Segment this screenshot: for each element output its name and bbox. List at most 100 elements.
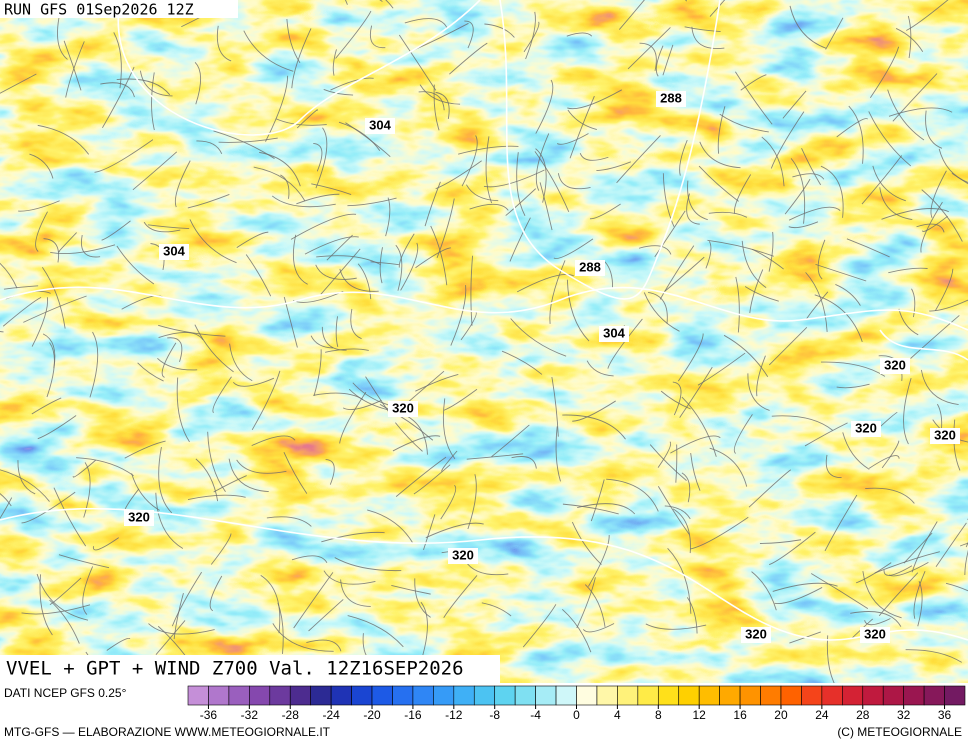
- streamline: [579, 153, 609, 161]
- streamline: [510, 318, 567, 357]
- contour-label-box: [851, 421, 881, 437]
- colorbar-tick-label: 32: [897, 708, 911, 722]
- streamline: [167, 337, 183, 363]
- contour-label-box: [159, 244, 189, 260]
- streamline: [335, 316, 339, 347]
- streamline: [216, 25, 232, 62]
- streamline: [759, 539, 802, 544]
- streamline: [892, 73, 938, 122]
- streamline: [50, 244, 116, 254]
- streamline: [752, 248, 784, 270]
- streamline: [58, 554, 110, 569]
- colorbar-swatch: [187, 685, 209, 706]
- streamline: [481, 602, 512, 617]
- streamline: [420, 601, 428, 663]
- colorbar-tick-label: 0: [573, 708, 580, 722]
- streamline: [842, 432, 870, 470]
- streamline: [824, 494, 858, 552]
- streamline: [607, 318, 643, 369]
- streamline: [879, 187, 913, 220]
- streamline: [379, 247, 383, 284]
- streamline: [17, 460, 36, 495]
- streamline: [505, 188, 537, 216]
- streamline: [930, 170, 947, 218]
- streamline: [911, 521, 938, 573]
- streamline: [176, 377, 190, 443]
- streamline: [699, 141, 741, 169]
- streamline: [770, 111, 805, 169]
- streamline: [93, 537, 119, 551]
- streamline: [525, 11, 536, 60]
- streamline: [291, 28, 312, 89]
- colorbar-swatch: [473, 685, 496, 706]
- streamline: [272, 623, 334, 652]
- credit-right: (C) METEOGIORNALE: [837, 725, 962, 739]
- colorbar-swatch: [760, 685, 782, 706]
- streamline: [771, 415, 833, 431]
- streamline: [571, 521, 602, 565]
- contour-label: 320: [745, 626, 767, 641]
- streamline: [323, 570, 376, 585]
- streamline: [367, 509, 413, 543]
- colorbar-swatch: [351, 685, 373, 706]
- run-label-box: [0, 0, 238, 18]
- streamline: [385, 0, 394, 9]
- streamline: [788, 221, 819, 229]
- streamline: [679, 366, 713, 418]
- colorbar-swatch: [780, 685, 802, 706]
- streamline: [414, 578, 431, 618]
- streamline: [643, 292, 680, 332]
- streamline: [338, 121, 381, 151]
- streamline: [679, 139, 688, 176]
- streamline: [920, 201, 943, 253]
- streamline: [740, 74, 767, 91]
- streamline: [266, 516, 312, 527]
- colorbar-swatch: [923, 685, 945, 706]
- streamline: [347, 197, 397, 207]
- streamline: [89, 331, 99, 398]
- streamline: [469, 203, 509, 211]
- streamline: [398, 34, 437, 91]
- contour-label-box: [741, 627, 771, 643]
- contour-label-box: [124, 510, 154, 526]
- colorbar-swatch: [678, 685, 700, 706]
- colorbar: -36 -32 -28 -24 -20 -16 -12 -8 -4 0 4 8 12 16 20 24 28 32…: [187, 685, 966, 722]
- streamline: [657, 485, 690, 535]
- streamline: [888, 107, 953, 117]
- credit-left: MTG-GFS — ELABORAZIONE WWW.METEOGIORNALE…: [4, 725, 331, 739]
- streamline: [707, 239, 774, 257]
- streamline: [391, 584, 431, 595]
- streamline: [430, 225, 448, 286]
- streamline: [648, 291, 668, 324]
- streamline: [534, 151, 570, 212]
- streamline: [158, 324, 226, 337]
- streamline: [690, 516, 749, 550]
- contour-label-box: [388, 401, 418, 417]
- streamline: [49, 599, 80, 644]
- streamline: [330, 77, 374, 91]
- streamline: [825, 17, 844, 50]
- streamline: [218, 137, 278, 143]
- contour-label: 320: [392, 400, 414, 415]
- streamline: [509, 217, 531, 262]
- streamline: [964, 549, 968, 576]
- colorbar-swatch: [698, 685, 720, 706]
- streamline: [339, 268, 379, 292]
- streamline: [53, 487, 87, 547]
- colorbar-swatch: [412, 685, 434, 706]
- streamline: [788, 206, 841, 221]
- streamline: [207, 431, 226, 493]
- streamline: [566, 32, 593, 37]
- streamline: [293, 572, 334, 629]
- streamline: [649, 444, 687, 481]
- streamline: [664, 505, 691, 520]
- streamline: [49, 577, 82, 606]
- streamline: [296, 109, 318, 129]
- streamline: [321, 326, 347, 351]
- streamline: [0, 73, 37, 94]
- streamline: [953, 419, 961, 471]
- colorbar-swatch: [637, 685, 659, 706]
- contour-label-box: [365, 118, 395, 134]
- streamline: [690, 452, 701, 491]
- streamline: [245, 254, 272, 297]
